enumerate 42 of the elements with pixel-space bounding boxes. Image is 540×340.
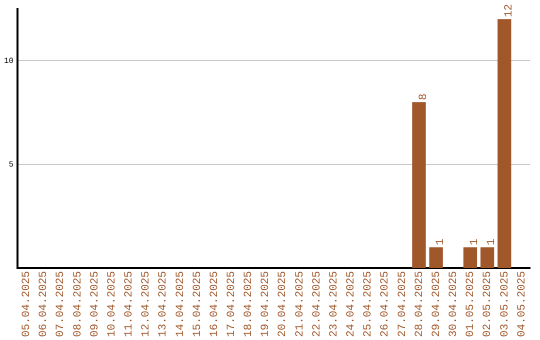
bar (498, 19, 512, 268)
x-tick-label: 17.04.2025 (226, 270, 238, 338)
data-label: 1 (469, 238, 482, 246)
data-label: 8 (418, 94, 430, 100)
x-tick-label: 06.04.2025 (38, 270, 50, 338)
x-tick-label: 26.04.2025 (380, 270, 392, 338)
x-tick-label: 08.04.2025 (72, 270, 84, 338)
x-tick-label: 29.04.2025 (430, 270, 443, 338)
x-tick-label: 20.04.2025 (277, 270, 290, 338)
x-tick-label: 14.04.2025 (174, 270, 187, 338)
x-tick-label: 30.04.2025 (448, 270, 460, 338)
x-tick-label: 15.04.2025 (192, 270, 204, 338)
bar (412, 102, 426, 268)
x-tick-label: 12.04.2025 (140, 270, 153, 338)
x-tick-label: 21.04.2025 (294, 270, 306, 338)
x-tick-label: 03.05.2025 (499, 270, 512, 338)
x-tick-label: 16.04.2025 (208, 270, 221, 338)
x-tick-label: 01.05.2025 (465, 270, 478, 338)
x-tick-label: 07.04.2025 (55, 270, 68, 338)
x-tick-label: 05.04.2025 (21, 270, 34, 338)
x-tick-label: 02.05.2025 (482, 270, 494, 338)
x-tick-label: 13.04.2025 (158, 270, 170, 338)
data-label: 12 (503, 4, 516, 18)
y-tick-label: 5 (8, 160, 14, 170)
x-tick-label: 09.04.2025 (89, 270, 102, 338)
x-tick-label: 27.04.2025 (396, 270, 409, 338)
x-tick-label: 04.05.2025 (516, 270, 528, 338)
x-tick-label: 19.04.2025 (260, 270, 272, 338)
x-tick-label: 11.04.2025 (124, 270, 136, 338)
bar (480, 247, 494, 268)
bar (463, 247, 478, 268)
x-tick-label: 25.04.2025 (362, 270, 375, 338)
x-tick-label: 18.04.2025 (243, 270, 256, 338)
x-tick-label: 23.04.2025 (328, 270, 340, 338)
data-label: 1 (434, 238, 447, 246)
data-label: 1 (486, 238, 498, 246)
x-tick-label: 24.04.2025 (346, 270, 358, 338)
bar (429, 247, 443, 268)
x-tick-label: 28.04.2025 (414, 270, 426, 338)
x-tick-label: 22.04.2025 (311, 270, 324, 338)
y-tick-label: 10 (4, 56, 14, 66)
x-tick-label: 10.04.2025 (106, 270, 118, 338)
